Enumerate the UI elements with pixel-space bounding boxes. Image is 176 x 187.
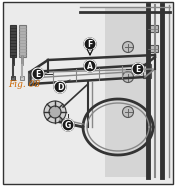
Circle shape: [32, 68, 44, 80]
Bar: [20, 76, 24, 80]
Circle shape: [122, 107, 134, 117]
Text: D: D: [57, 82, 63, 91]
Circle shape: [84, 60, 96, 72]
Bar: [105, 7, 148, 177]
Bar: [148, 45, 158, 52]
Circle shape: [132, 63, 144, 75]
Bar: [148, 25, 158, 32]
Circle shape: [62, 119, 74, 131]
Circle shape: [49, 106, 61, 118]
Bar: [10, 25, 16, 57]
Text: E: E: [135, 65, 141, 73]
Text: Fig. 08: Fig. 08: [8, 80, 40, 89]
Circle shape: [44, 101, 66, 123]
Circle shape: [84, 38, 96, 50]
Text: F: F: [87, 39, 93, 48]
Bar: [21, 55, 23, 65]
Text: A: A: [87, 62, 93, 70]
Bar: [12, 55, 14, 65]
Text: G: G: [65, 120, 71, 130]
Bar: [11, 76, 15, 80]
Circle shape: [122, 71, 134, 82]
Bar: [19, 25, 26, 57]
Text: E: E: [35, 70, 41, 79]
Bar: [143, 64, 151, 78]
Circle shape: [54, 81, 66, 93]
Bar: [28, 71, 36, 85]
Circle shape: [122, 42, 134, 53]
